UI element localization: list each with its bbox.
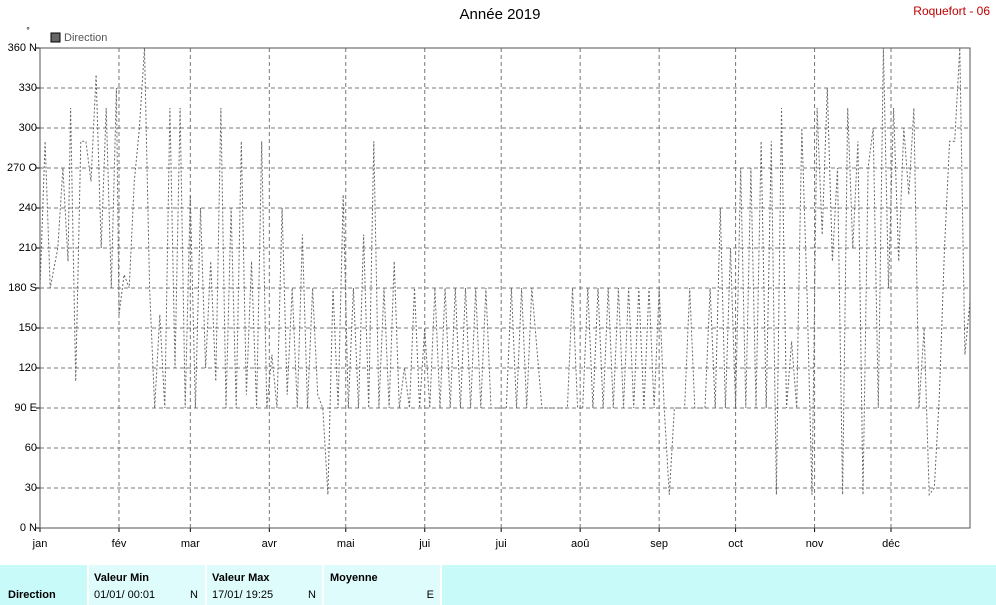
legend-label: Direction (64, 32, 107, 44)
x-tick-label: jui (418, 538, 430, 550)
cell-dir: N (190, 589, 198, 601)
col-header: Valeur Min (94, 572, 149, 584)
chart-title: Année 2019 (460, 6, 541, 23)
station: Roquefort - 06 (913, 4, 990, 18)
y-tick-label: 0 N (20, 522, 37, 534)
col-header: Valeur Max (212, 572, 270, 584)
col-header: Moyenne (330, 572, 378, 584)
y-tick-label: 330 (19, 82, 37, 94)
x-tick-label: aoû (571, 538, 589, 550)
x-tick-label: déc (882, 538, 900, 550)
table-cells (88, 565, 441, 605)
y-tick-label: 60 (25, 442, 37, 454)
x-tick-label: mar (181, 538, 200, 550)
x-tick-label: fév (112, 538, 127, 550)
x-tick-label: jui (495, 538, 507, 550)
x-tick-label: jan (32, 538, 48, 550)
y-tick-label: 150 (19, 322, 37, 334)
y-tick-label: 210 (19, 242, 37, 254)
x-tick-label: sep (650, 538, 668, 550)
x-tick-label: oct (728, 538, 743, 550)
y-tick-label: 270 O (7, 162, 37, 174)
cell-dir: E (427, 589, 434, 601)
y-unit: ° (26, 25, 30, 35)
cell-date: 17/01/ 19:25 (212, 589, 273, 601)
series-line (39, 47, 971, 497)
y-tick-label: 90 E (14, 402, 37, 414)
y-tick-label: 240 (19, 202, 37, 214)
cell-dir: N (308, 589, 316, 601)
y-tick-label: 120 (19, 362, 37, 374)
row-label: Direction (8, 589, 56, 601)
cell-date: 01/01/ 00:01 (94, 589, 155, 601)
legend-swatch (50, 32, 61, 43)
y-tick-label: 180 S (8, 282, 37, 294)
y-tick-label: 360 N (8, 42, 37, 54)
x-tick-label: avr (262, 538, 278, 550)
y-tick-label: 30 (25, 482, 37, 494)
x-tick-label: mai (337, 538, 355, 550)
x-tick-label: nov (806, 538, 824, 550)
y-tick-label: 300 (19, 122, 37, 134)
